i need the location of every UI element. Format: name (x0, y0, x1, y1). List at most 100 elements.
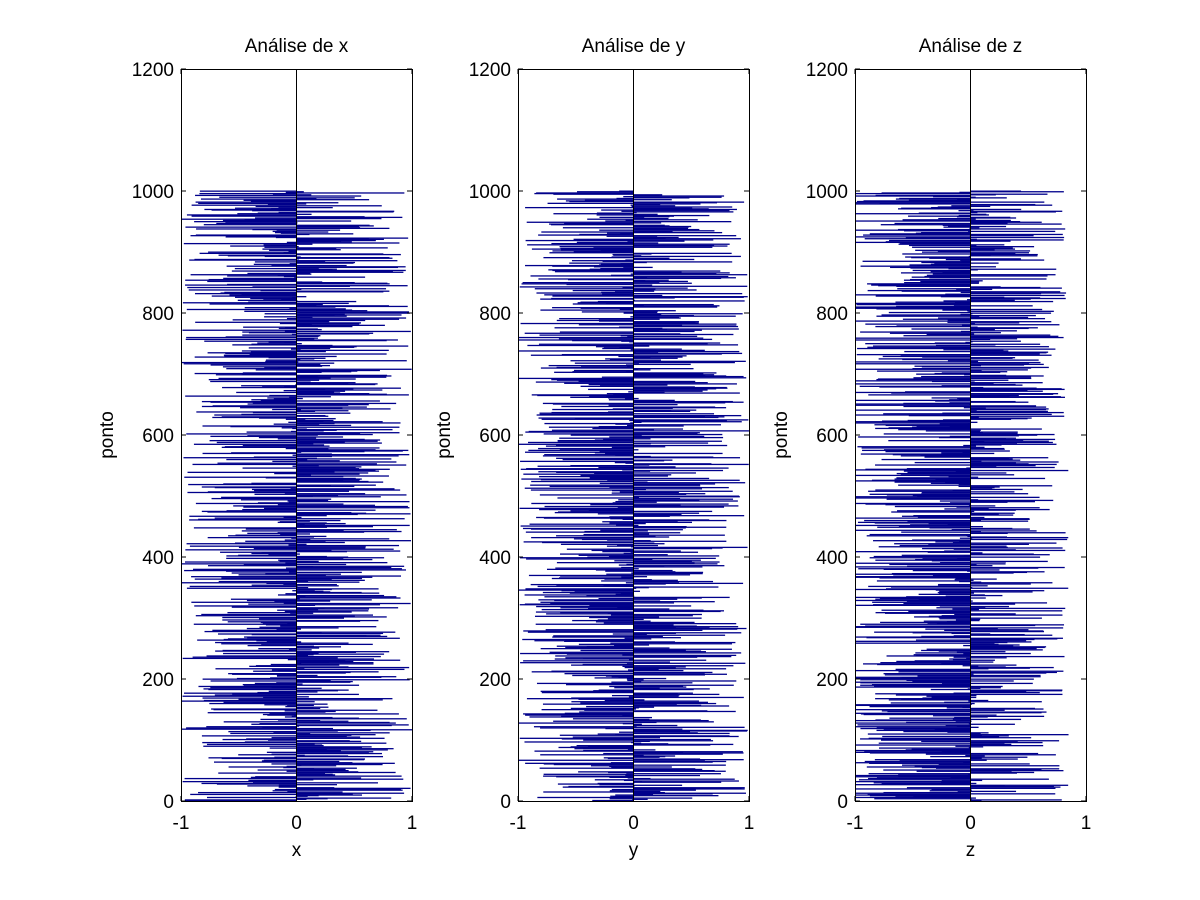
bar (285, 567, 297, 569)
bar (970, 274, 1056, 276)
bar (970, 711, 1047, 713)
bar (247, 403, 297, 405)
bar (633, 601, 715, 603)
bar (877, 526, 971, 528)
bar (262, 248, 297, 250)
bar (855, 502, 971, 505)
bar (858, 436, 971, 438)
bar (968, 700, 971, 702)
bar (970, 682, 1033, 685)
bar (596, 214, 634, 216)
bar (296, 389, 383, 391)
bar (526, 221, 634, 223)
bar (296, 419, 306, 421)
bar (860, 331, 971, 333)
bar (242, 683, 297, 686)
bar (970, 314, 1036, 317)
bar (917, 675, 971, 677)
bar (277, 532, 297, 534)
bar (296, 651, 390, 653)
bar (633, 404, 678, 406)
bar (296, 461, 397, 463)
bar (610, 795, 634, 797)
bar (970, 545, 1007, 547)
bar (942, 419, 971, 421)
bar (609, 522, 634, 524)
bar (296, 647, 320, 649)
bar (274, 788, 297, 791)
bar (612, 633, 634, 635)
bar (296, 440, 378, 442)
bar (521, 283, 634, 285)
bar (580, 702, 634, 704)
bar (633, 485, 701, 487)
bar (538, 343, 634, 345)
bar (633, 231, 723, 234)
bar (891, 572, 971, 575)
bar (559, 246, 634, 248)
bar (922, 491, 971, 494)
bar (599, 482, 634, 484)
bar (633, 482, 746, 484)
bar (633, 414, 742, 417)
bar (546, 568, 634, 570)
bar (970, 664, 1017, 666)
bar (970, 793, 1056, 795)
bar (571, 697, 634, 699)
bar (885, 241, 971, 243)
bar (855, 788, 971, 790)
bar (881, 739, 971, 741)
bar (572, 371, 634, 373)
bar (561, 715, 634, 718)
bar (633, 560, 692, 563)
bar (970, 726, 979, 728)
bar (542, 703, 634, 705)
bar (296, 217, 382, 220)
bar (611, 256, 634, 258)
bar (531, 536, 634, 539)
bar (905, 256, 971, 258)
bar (926, 648, 971, 650)
bar (296, 719, 321, 722)
bar (247, 435, 297, 437)
bar (855, 636, 971, 638)
bar (970, 592, 974, 594)
bar (544, 454, 634, 456)
bar (622, 665, 634, 667)
bar (296, 687, 322, 689)
bar (611, 681, 634, 683)
bar (633, 227, 689, 230)
bar (936, 607, 971, 609)
bar (855, 497, 971, 499)
bar (906, 787, 971, 789)
bar (194, 356, 297, 358)
bar (520, 652, 634, 655)
bar (911, 328, 971, 330)
bar (539, 334, 634, 336)
bar (603, 757, 634, 759)
bar (630, 552, 634, 554)
bar (521, 478, 634, 480)
bar (556, 535, 634, 537)
bar (241, 350, 297, 352)
bar (296, 628, 301, 630)
bar (296, 387, 401, 389)
bar (250, 351, 297, 353)
bar (614, 687, 634, 689)
bar (595, 621, 634, 623)
bar (296, 421, 383, 423)
bar (633, 435, 705, 438)
bar (970, 335, 1059, 337)
bar (296, 493, 366, 495)
bar (954, 716, 971, 719)
bar (855, 383, 971, 385)
bar (296, 463, 377, 465)
bar (296, 205, 382, 207)
bar (296, 742, 387, 744)
bar (633, 310, 676, 312)
bar (234, 542, 297, 544)
bar (970, 587, 1069, 589)
bar (296, 192, 405, 194)
bar (896, 477, 971, 479)
bar (296, 507, 410, 509)
